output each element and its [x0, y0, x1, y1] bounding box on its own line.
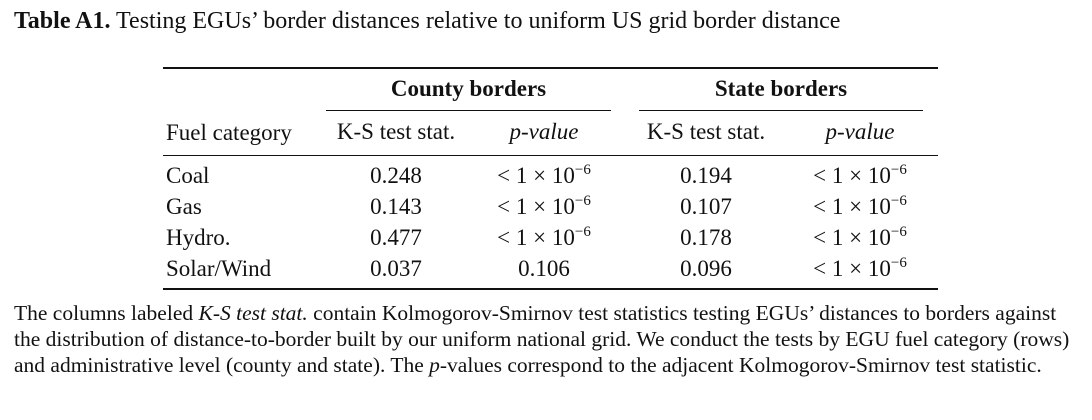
- row-county-ks: 0.143: [370, 194, 422, 219]
- state-group-rule: [639, 110, 923, 111]
- header-county-p: p-value: [509, 119, 579, 144]
- row-state-p: < 1 × 10−6: [813, 255, 907, 281]
- table-title: Testing EGUs’ border distances relative …: [110, 8, 841, 34]
- county-borders-header: County borders: [390, 76, 547, 101]
- top-rule: [163, 67, 938, 69]
- header-county-ks: K-S test stat.: [336, 119, 456, 144]
- row-fuel: Solar/Wind: [166, 256, 272, 281]
- row-state-ks: 0.178: [680, 225, 732, 250]
- header-state-ks: K-S test stat.: [646, 119, 766, 144]
- row-fuel: Coal: [166, 163, 210, 188]
- row-state-ks: 0.107: [680, 194, 732, 219]
- row-state-p: < 1 × 10−6: [813, 224, 907, 250]
- row-county-p: < 1 × 10−6: [497, 224, 591, 250]
- row-county-p: 0.106: [518, 256, 570, 281]
- row-county-ks: 0.248: [370, 163, 422, 188]
- header-fuel-category: Fuel category: [166, 120, 292, 145]
- row-state-p: < 1 × 10−6: [813, 193, 907, 219]
- header-state-p: p-value: [825, 119, 895, 144]
- row-fuel: Hydro.: [166, 225, 231, 250]
- table-caption: Table A1. Testing EGUs’ border distances…: [14, 8, 840, 35]
- header-rule: [163, 155, 938, 156]
- state-borders-header: State borders: [714, 76, 848, 101]
- row-state-ks: 0.194: [680, 163, 732, 188]
- row-state-p: < 1 × 10−6: [813, 162, 907, 188]
- row-state-ks: 0.096: [680, 256, 732, 281]
- table-label: Table A1.: [14, 8, 111, 34]
- row-county-ks: 0.477: [370, 225, 422, 250]
- row-county-p: < 1 × 10−6: [497, 162, 591, 188]
- row-fuel: Gas: [166, 194, 202, 219]
- bottom-rule: [163, 288, 938, 290]
- table-note: The columns labeled K-S test stat. conta…: [14, 301, 1070, 377]
- county-group-rule: [326, 110, 611, 111]
- row-county-p: < 1 × 10−6: [497, 193, 591, 219]
- row-county-ks: 0.037: [370, 256, 422, 281]
